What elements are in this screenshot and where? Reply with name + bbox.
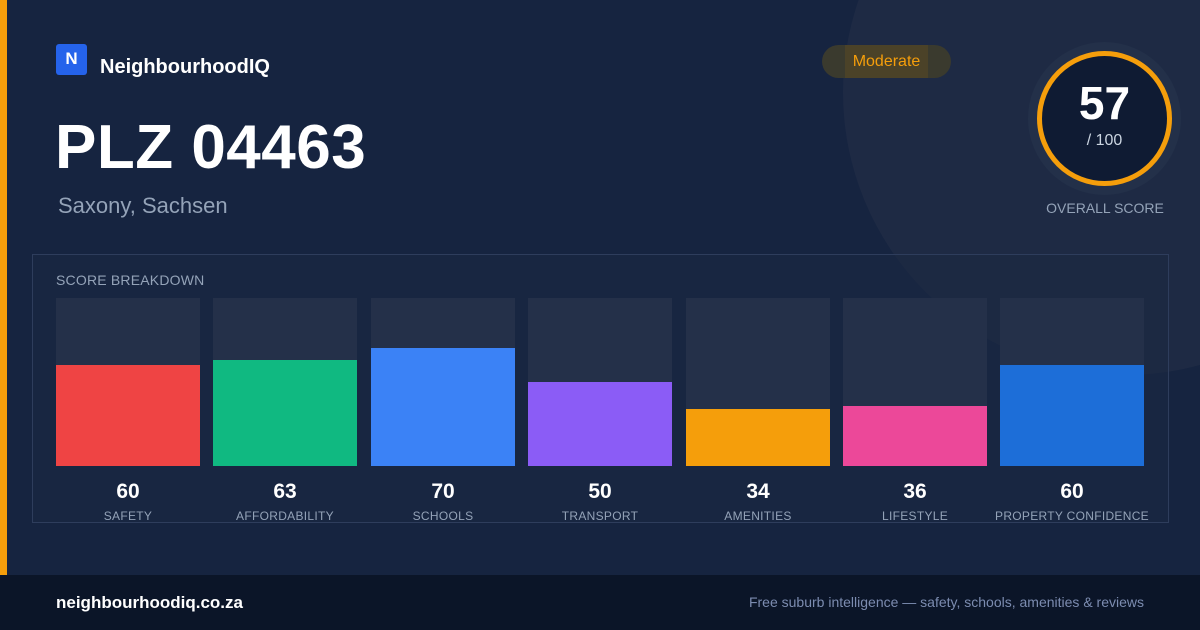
bar-track bbox=[56, 298, 200, 466]
overall-score-label: OVERALL SCORE bbox=[1046, 200, 1164, 216]
badge-highlight bbox=[845, 45, 928, 78]
bar-track bbox=[528, 298, 672, 466]
bar-label: SCHOOLS bbox=[412, 509, 474, 523]
bar-label: PROPERTY CONFIDENCE bbox=[995, 509, 1149, 523]
footer bbox=[0, 575, 1200, 630]
score-bar-affordability: 63 AFFORDABILITY bbox=[213, 298, 357, 523]
bar-value: 34 bbox=[746, 480, 770, 503]
logo-icon: N bbox=[56, 43, 87, 75]
bar-fill bbox=[528, 382, 672, 466]
score-ring bbox=[1037, 51, 1172, 186]
score-bar-transport: 50 TRANSPORT bbox=[528, 298, 672, 523]
bar-value: 36 bbox=[903, 480, 927, 503]
bar-value: 60 bbox=[116, 480, 140, 503]
score-bar-property-confidence: 60 PROPERTY CONFIDENCE bbox=[995, 298, 1149, 523]
bar-value: 50 bbox=[588, 480, 612, 503]
bar-track bbox=[213, 298, 357, 466]
bar-fill bbox=[843, 406, 987, 466]
footer-tagline: Free suburb intelligence — safety, schoo… bbox=[748, 594, 1144, 610]
rating-badge-label: Moderate bbox=[852, 52, 921, 70]
bar-label: SAFETY bbox=[103, 509, 153, 523]
bar-value: 63 bbox=[273, 480, 297, 503]
bar-fill bbox=[686, 409, 830, 466]
score-bar-schools: 70 SCHOOLS bbox=[371, 298, 515, 523]
bar-fill bbox=[213, 360, 357, 466]
bar-label: AFFORDABILITY bbox=[236, 509, 334, 523]
score-bar-safety: 60 SAFETY bbox=[56, 298, 200, 523]
brand: N NeighbourhoodIQ bbox=[56, 43, 270, 78]
bar-track bbox=[843, 298, 987, 466]
score-bar-amenities: 34 AMENITIES bbox=[686, 298, 830, 523]
overall-score-value: 57 bbox=[1078, 77, 1131, 129]
bar-fill bbox=[371, 348, 515, 466]
footer-url: neighbourhoodiq.co.za bbox=[56, 593, 243, 612]
brand-name: NeighbourhoodIQ bbox=[100, 55, 270, 78]
overall-score-max: / 100 bbox=[1086, 132, 1123, 149]
bar-fill bbox=[1000, 365, 1144, 466]
bar-label: AMENITIES bbox=[724, 509, 792, 523]
bar-value: 60 bbox=[1060, 480, 1084, 503]
bar-value: 70 bbox=[431, 480, 455, 503]
score-breakdown-title: SCORE BREAKDOWN bbox=[56, 272, 205, 288]
accent-bar bbox=[0, 0, 7, 575]
rating-badge: Moderate bbox=[822, 45, 951, 78]
bar-track bbox=[1000, 298, 1144, 466]
bar-track bbox=[686, 298, 830, 466]
score-bar-lifestyle: 36 LIFESTYLE bbox=[843, 298, 987, 523]
location-subtitle: Saxony, Sachsen bbox=[58, 193, 228, 218]
bar-label: LIFESTYLE bbox=[881, 509, 949, 523]
bar-label: TRANSPORT bbox=[561, 509, 639, 523]
bar-track bbox=[371, 298, 515, 466]
bar-fill bbox=[56, 365, 200, 466]
page-title: PLZ 04463 bbox=[55, 113, 367, 182]
